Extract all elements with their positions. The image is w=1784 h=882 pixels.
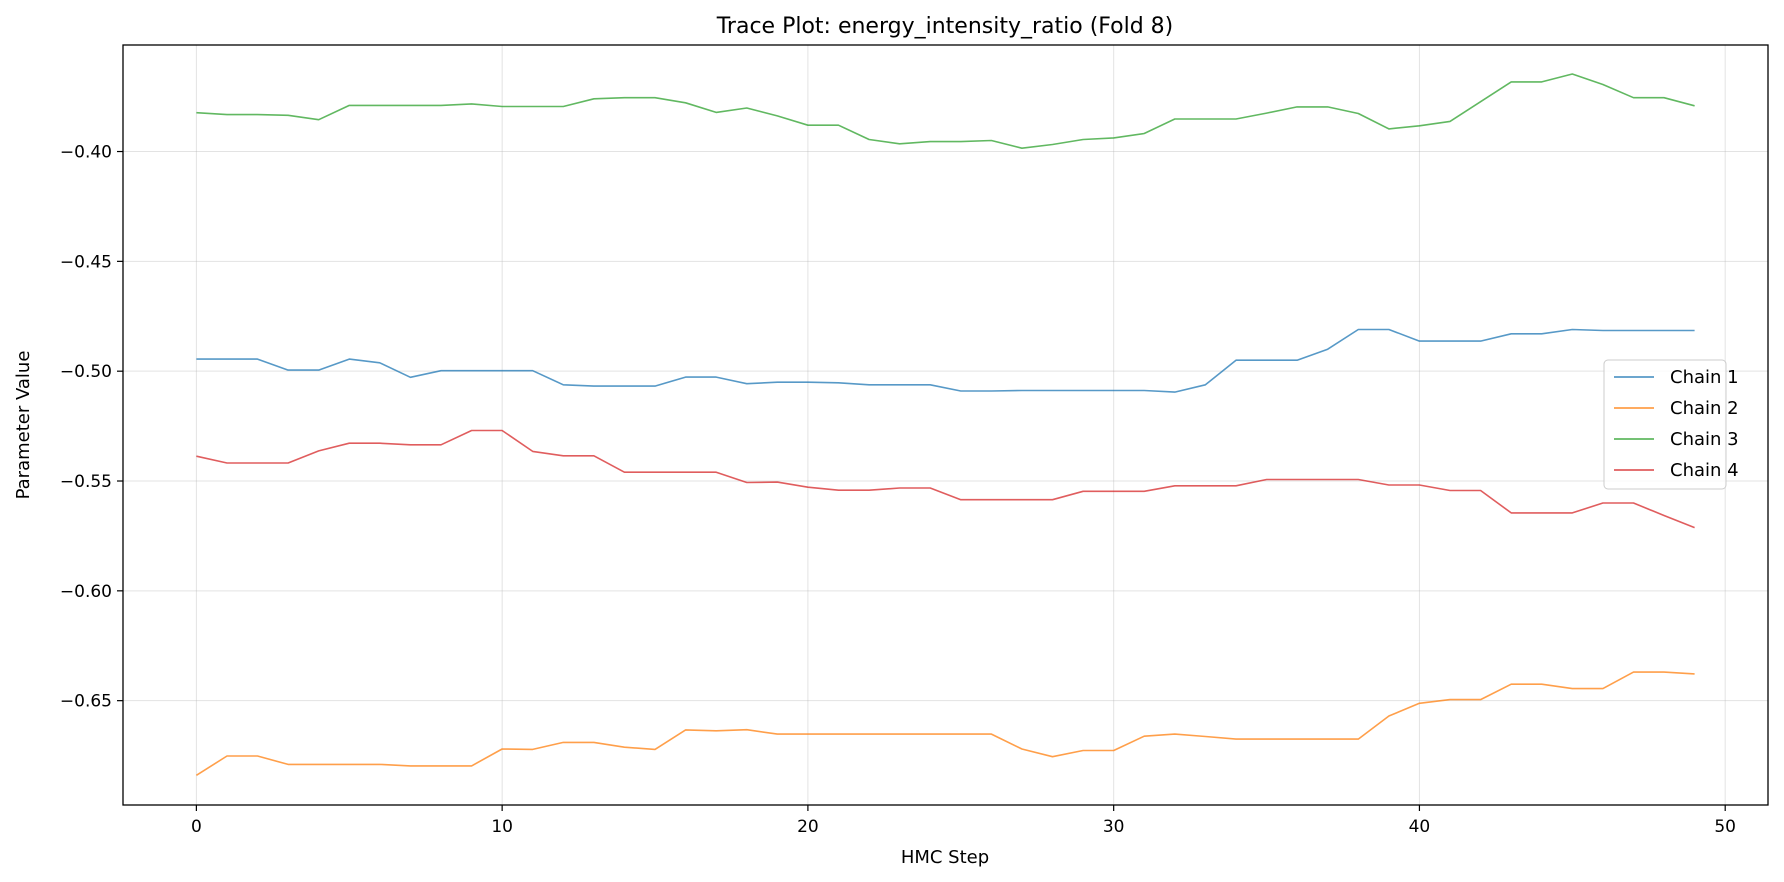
series-line-chain-1 bbox=[196, 328, 1695, 393]
series-line-chain-4 bbox=[196, 429, 1695, 529]
y-tick-label: −0.60 bbox=[60, 582, 112, 602]
x-tick-label: 30 bbox=[1103, 817, 1125, 837]
x-tick-label: 40 bbox=[1409, 817, 1431, 837]
x-tick-label: 50 bbox=[1714, 817, 1736, 837]
legend-label-chain-4: Chain 4 bbox=[1670, 460, 1739, 481]
y-tick-label: −0.55 bbox=[60, 472, 112, 492]
x-tick-label: 20 bbox=[797, 817, 819, 837]
legend: Chain 1 Chain 2 Chain 3 Chain 4 bbox=[1603, 359, 1739, 490]
y-tick-label: −0.50 bbox=[60, 362, 112, 382]
series-line-chain-3 bbox=[196, 73, 1695, 149]
plot-area-frame bbox=[122, 44, 1769, 806]
y-axis-ticks: −0.40 −0.45 −0.50 −0.55 −0.60 −0.65 bbox=[60, 143, 123, 712]
y-tick-label: −0.45 bbox=[60, 252, 112, 272]
x-tick-label: 0 bbox=[191, 817, 202, 837]
x-axis-label: HMC Step bbox=[901, 847, 989, 868]
legend-label-chain-2: Chain 2 bbox=[1670, 398, 1739, 419]
y-axis-label: Parameter Value bbox=[13, 351, 34, 500]
series-line-chain-2 bbox=[195, 671, 1695, 776]
series-lines bbox=[195, 73, 1695, 776]
chart-title: Trace Plot: energy_intensity_ratio (Fold… bbox=[716, 14, 1174, 39]
legend-box bbox=[1603, 359, 1727, 490]
y-tick-label: −0.65 bbox=[60, 692, 112, 712]
x-tick-label: 10 bbox=[491, 817, 513, 837]
x-axis-ticks: 0 10 20 30 40 50 bbox=[191, 805, 1736, 837]
legend-label-chain-1: Chain 1 bbox=[1670, 367, 1739, 388]
y-tick-label: −0.40 bbox=[60, 143, 112, 163]
legend-label-chain-3: Chain 3 bbox=[1670, 429, 1739, 450]
